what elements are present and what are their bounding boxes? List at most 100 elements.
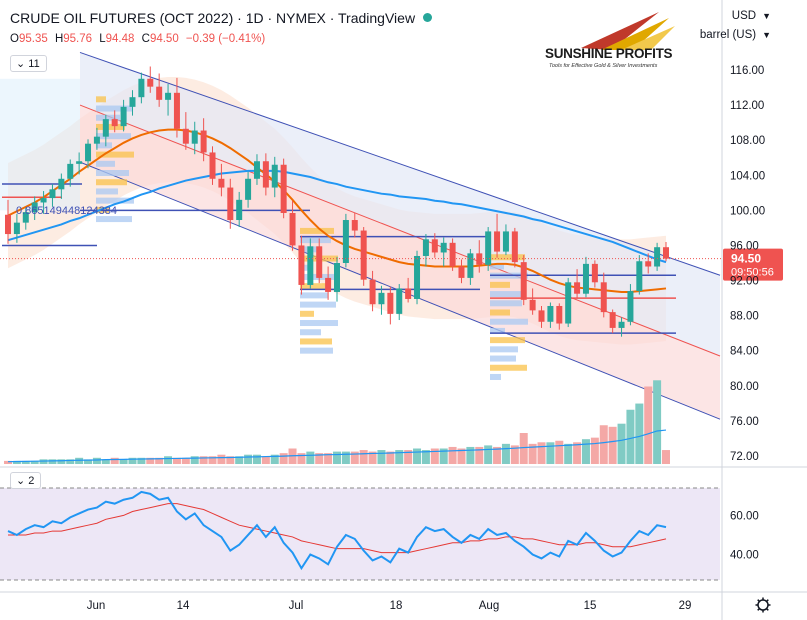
- volume-bar: [528, 443, 537, 464]
- volume-bar: [617, 423, 626, 464]
- unit-label: barrel (US): [699, 29, 757, 41]
- unit-select[interactable]: barrel (US) ▼: [700, 29, 771, 41]
- profile-bar: [490, 281, 510, 288]
- volume-bar: [573, 442, 582, 464]
- candle: [565, 277, 572, 328]
- candle: [547, 302, 554, 328]
- volume-bar: [484, 445, 493, 464]
- profile-bar: [96, 197, 134, 204]
- candle-body: [547, 305, 554, 322]
- candle: [298, 235, 305, 295]
- candle-body: [85, 143, 92, 162]
- candle: [431, 233, 438, 258]
- profile-bar: [300, 292, 328, 299]
- candle: [271, 156, 278, 198]
- candle: [422, 234, 429, 267]
- indicators-toggle[interactable]: ⌄ 11: [10, 55, 47, 72]
- candle: [529, 288, 536, 315]
- candle: [262, 153, 269, 196]
- candle: [182, 112, 189, 150]
- candle: [600, 272, 607, 318]
- profile-bar: [96, 151, 134, 158]
- candle: [129, 90, 136, 116]
- candle: [209, 146, 216, 185]
- volume-bar: [546, 442, 555, 464]
- last-price-tag: [723, 248, 783, 281]
- profile-bar: [300, 320, 338, 327]
- candle-body: [627, 291, 634, 322]
- gear-icon[interactable]: [755, 597, 771, 613]
- time-tick-label: Aug: [479, 600, 499, 612]
- candle: [67, 159, 74, 187]
- open-value: 95.35: [18, 33, 48, 45]
- volume-bar: [12, 460, 21, 464]
- candle: [609, 309, 616, 334]
- candle-body: [316, 246, 323, 278]
- volume-bar: [439, 448, 448, 464]
- rsi-toggle[interactable]: ⌄ 2: [10, 472, 42, 489]
- candle-body: [5, 214, 11, 235]
- chevron-down-icon: ▼: [762, 30, 771, 40]
- candle-body: [485, 231, 492, 265]
- price-tick-label: 84.00: [730, 346, 759, 358]
- volume-ma-line: [7, 429, 667, 463]
- volume-bar: [626, 409, 635, 464]
- volume-bar: [466, 446, 475, 464]
- volume-bar: [66, 459, 75, 464]
- profile-bar: [300, 283, 326, 290]
- volume-bar: [510, 445, 519, 464]
- candle: [5, 199, 11, 244]
- profile-bar: [490, 346, 518, 353]
- candle-body: [218, 178, 225, 188]
- candle-body: [173, 92, 180, 129]
- price-tick-label: 72.00: [730, 451, 759, 463]
- profile-bar: [96, 105, 133, 112]
- candle: [218, 163, 225, 197]
- candle: [378, 285, 385, 315]
- profile-bar: [490, 254, 525, 261]
- profile-bar: [96, 96, 106, 103]
- volume-bar: [537, 442, 546, 464]
- volume-bar: [128, 457, 137, 464]
- indicator-count: 11: [28, 58, 40, 70]
- candle: [31, 196, 38, 221]
- candle-body: [165, 92, 172, 100]
- volume-bar: [101, 459, 110, 464]
- volume-bar: [555, 440, 564, 464]
- currency-select[interactable]: USD ▼: [732, 10, 771, 22]
- candle: [49, 184, 56, 207]
- high-key: H: [54, 33, 64, 45]
- volume-bar: [315, 453, 324, 464]
- low-value: 94.48: [105, 33, 135, 45]
- volume-bar: [457, 448, 466, 464]
- volume-bar: [75, 457, 84, 464]
- open-key: O: [10, 33, 19, 45]
- candle-body: [191, 130, 198, 144]
- volume-bar: [519, 433, 528, 464]
- volume-bar: [377, 450, 386, 464]
- profile-bar: [490, 327, 505, 334]
- currency-label: USD: [731, 10, 757, 22]
- volume-bar: [92, 457, 101, 464]
- volume-bar: [199, 456, 208, 464]
- candle-body: [467, 253, 474, 278]
- candle-body: [22, 212, 29, 223]
- price-tick-label: 112.00: [730, 100, 764, 112]
- channel-upper-line: [79, 51, 721, 276]
- volume-bar: [48, 459, 57, 464]
- candle-body: [520, 262, 527, 300]
- candle: [236, 191, 243, 228]
- profile-bar: [300, 310, 314, 317]
- volume-bar: [501, 443, 510, 464]
- candle-body: [129, 97, 136, 107]
- volume-bar: [21, 460, 30, 464]
- change-value: −0.39 (−0.41%): [185, 33, 266, 45]
- sunshine-profits-logo: SUNSHINE PROFITS Tools for Effective Gol…: [541, 10, 681, 76]
- candle: [511, 227, 518, 268]
- price-tick-label: 104.00: [730, 170, 765, 182]
- symbol-title[interactable]: CRUDE OIL FUTURES (OCT 2022) · 1D · NYME…: [10, 10, 416, 26]
- candle: [663, 241, 669, 262]
- candle: [574, 269, 581, 299]
